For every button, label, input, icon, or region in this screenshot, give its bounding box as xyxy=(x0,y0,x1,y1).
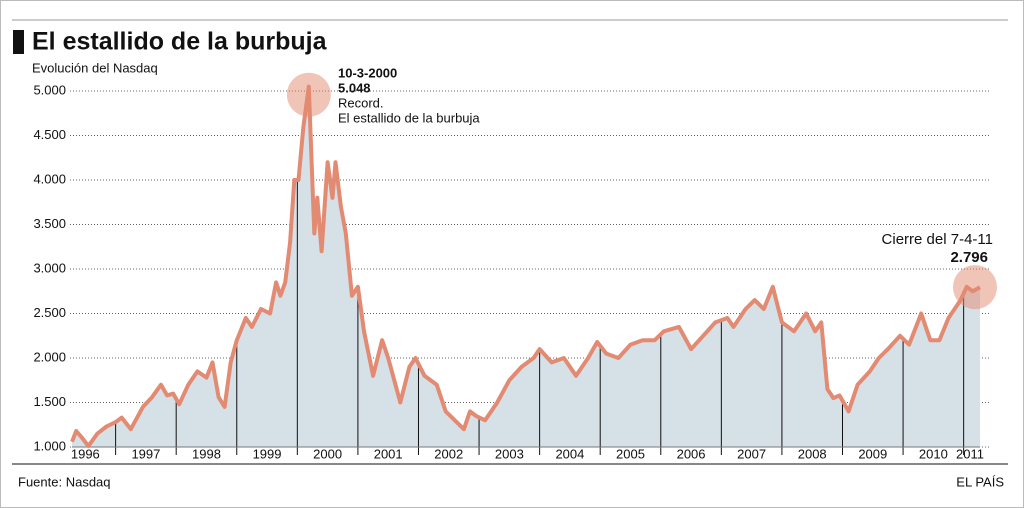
x-tick-label: 2002 xyxy=(434,446,463,461)
annotation: 5.048 xyxy=(338,80,371,95)
y-tick-label: 5.000 xyxy=(33,82,66,97)
x-tick-label: 2001 xyxy=(374,446,403,461)
chart-title: El estallido de la burbuja xyxy=(32,28,328,56)
title-block xyxy=(13,30,24,54)
highlight xyxy=(286,72,331,117)
x-tick-label: 1997 xyxy=(131,446,160,461)
x-tick-label: 2003 xyxy=(495,446,524,461)
x-tick-label: 2004 xyxy=(555,446,584,461)
annotation: 2.796 xyxy=(950,249,988,266)
annotation: 10-3-2000 xyxy=(338,65,397,80)
annotation: El estallido de la burbuja xyxy=(338,110,480,125)
x-tick-label: 1998 xyxy=(192,446,221,461)
x-tick-label: 1996 xyxy=(71,446,100,461)
y-tick-label: 1.500 xyxy=(33,394,66,409)
x-tick-label: 2011 xyxy=(956,446,984,461)
y-tick-label: 2.500 xyxy=(33,305,66,320)
y-tick-label: 4.500 xyxy=(33,127,66,142)
x-tick-label: 2005 xyxy=(616,446,645,461)
y-tick-label: 3.000 xyxy=(33,260,66,275)
source: Fuente: Nasdaq xyxy=(18,474,111,489)
annotation: Record. xyxy=(338,95,384,110)
x-tick-label: 2000 xyxy=(313,446,342,461)
x-tick-label: 2009 xyxy=(858,446,887,461)
y-tick-label: 4.000 xyxy=(33,171,66,186)
y-tick-label: 1.000 xyxy=(33,438,66,453)
x-tick-label: 1999 xyxy=(253,446,282,461)
highlight xyxy=(953,265,997,310)
x-tick-label: 2007 xyxy=(737,446,766,461)
x-tick-label: 2010 xyxy=(919,446,948,461)
x-tick-label: 2008 xyxy=(798,446,827,461)
annotation: Cierre del 7-4-11 xyxy=(882,231,993,248)
subtitle: Evolución del Nasdaq xyxy=(32,60,158,75)
y-tick-label: 3.500 xyxy=(33,216,66,231)
brand: EL PAÍS xyxy=(956,474,1004,489)
y-tick-label: 2.000 xyxy=(33,349,66,364)
line xyxy=(70,84,981,449)
x-tick-label: 2006 xyxy=(677,446,706,461)
